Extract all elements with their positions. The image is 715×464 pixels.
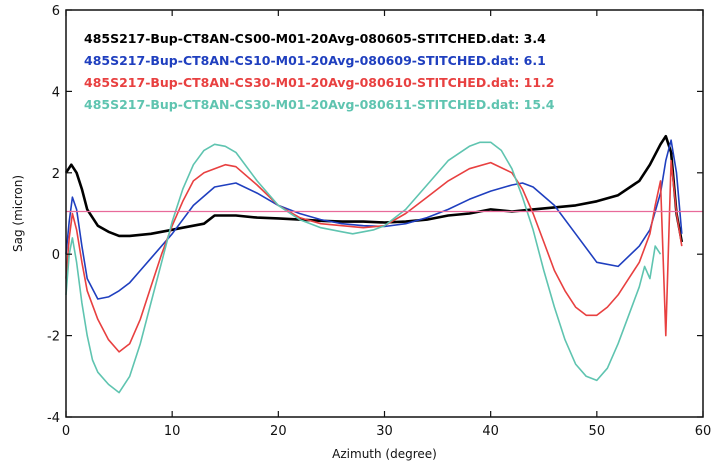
plot-frame	[65, 9, 704, 418]
y-tick-label: 0	[52, 248, 60, 263]
y-axis-label: Sag (micron)	[11, 175, 25, 252]
legend-entry-2: 485S217-Bup-CT8AN-CS10-M01-20Avg-080609-…	[84, 53, 546, 68]
y-tick-label: 6	[52, 4, 60, 19]
x-tick-label: 60	[695, 424, 712, 439]
legend-entry-1: 485S217-Bup-CT8AN-CS00-M01-20Avg-080605-…	[84, 31, 546, 46]
legend-entry-3: 485S217-Bup-CT8AN-CS30-M01-20Avg-080610-…	[84, 75, 555, 90]
x-tick-label: 30	[376, 424, 393, 439]
series-line-4	[65, 141, 662, 394]
legend: 485S217-Bup-CT8AN-CS00-M01-20Avg-080605-…	[84, 31, 555, 112]
x-tick-label: 20	[270, 424, 287, 439]
ticks-layer: 0 10 20 30 40 50 60 -4 -2 0 2 4 6	[47, 4, 711, 439]
series-layer	[64, 134, 703, 394]
y-tick-label: -4	[47, 411, 60, 426]
y-tick-label: 4	[52, 85, 60, 100]
x-axis-label: Azimuth (degree)	[332, 447, 437, 461]
y-tick-label: 2	[52, 167, 60, 182]
x-tick-label: 40	[482, 424, 499, 439]
legend-entry-4: 485S217-Bup-CT8AN-CS30-M01-20Avg-080611-…	[84, 97, 555, 112]
series-line-1	[64, 134, 684, 243]
y-tick-label: -2	[47, 330, 60, 345]
series-line-3	[65, 159, 683, 353]
x-tick-label: 10	[164, 424, 181, 439]
x-tick-label: 0	[62, 424, 70, 439]
series-line-2	[65, 139, 683, 300]
x-tick-label: 50	[589, 424, 606, 439]
